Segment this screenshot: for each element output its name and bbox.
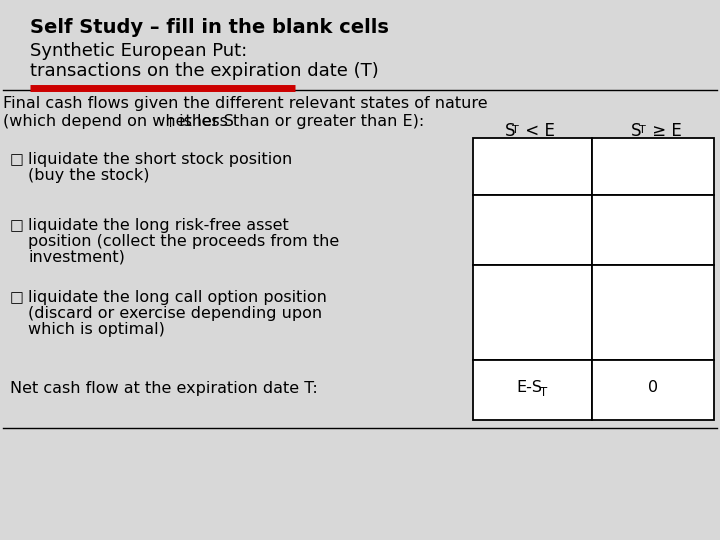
Text: E-S: E-S: [516, 381, 542, 395]
Bar: [592, 265, 714, 360]
Text: Final cash flows given the different relevant states of nature: Final cash flows given the different rel…: [3, 96, 487, 111]
Bar: [592, 360, 714, 420]
Bar: [592, 138, 714, 195]
Text: Net cash flow at the expiration date T:: Net cash flow at the expiration date T:: [10, 381, 318, 395]
Bar: [473, 265, 592, 360]
Text: is less than or greater than E):: is less than or greater than E):: [174, 114, 424, 129]
Text: S: S: [631, 122, 642, 140]
Text: T: T: [167, 117, 174, 130]
Text: T: T: [639, 125, 646, 135]
Text: T: T: [513, 125, 519, 135]
Text: liquidate the long call option position: liquidate the long call option position: [28, 290, 327, 305]
Text: S: S: [505, 122, 515, 140]
Bar: [592, 195, 714, 265]
Text: liquidate the short stock position: liquidate the short stock position: [28, 152, 292, 167]
Text: transactions on the expiration date (T): transactions on the expiration date (T): [30, 62, 379, 80]
Text: < E: < E: [521, 122, 555, 140]
Bar: [473, 195, 592, 265]
Text: ≥ E: ≥ E: [647, 122, 682, 140]
Text: which is optimal): which is optimal): [28, 322, 165, 337]
Text: Self Study – fill in the blank cells: Self Study – fill in the blank cells: [30, 18, 389, 37]
Text: investment): investment): [28, 250, 125, 265]
Text: □: □: [10, 218, 24, 233]
Text: Synthetic European Put:: Synthetic European Put:: [30, 42, 247, 60]
Text: position (collect the proceeds from the: position (collect the proceeds from the: [28, 234, 339, 249]
Text: T: T: [541, 386, 548, 399]
Text: □: □: [10, 152, 24, 167]
Bar: [473, 138, 592, 195]
Text: (buy the stock): (buy the stock): [28, 168, 150, 183]
Text: 0: 0: [648, 381, 658, 395]
Text: (discard or exercise depending upon: (discard or exercise depending upon: [28, 306, 322, 321]
Text: (which depend on whether S: (which depend on whether S: [3, 114, 234, 129]
Text: □: □: [10, 290, 24, 305]
Text: liquidate the long risk-free asset: liquidate the long risk-free asset: [28, 218, 289, 233]
Bar: [473, 360, 592, 420]
